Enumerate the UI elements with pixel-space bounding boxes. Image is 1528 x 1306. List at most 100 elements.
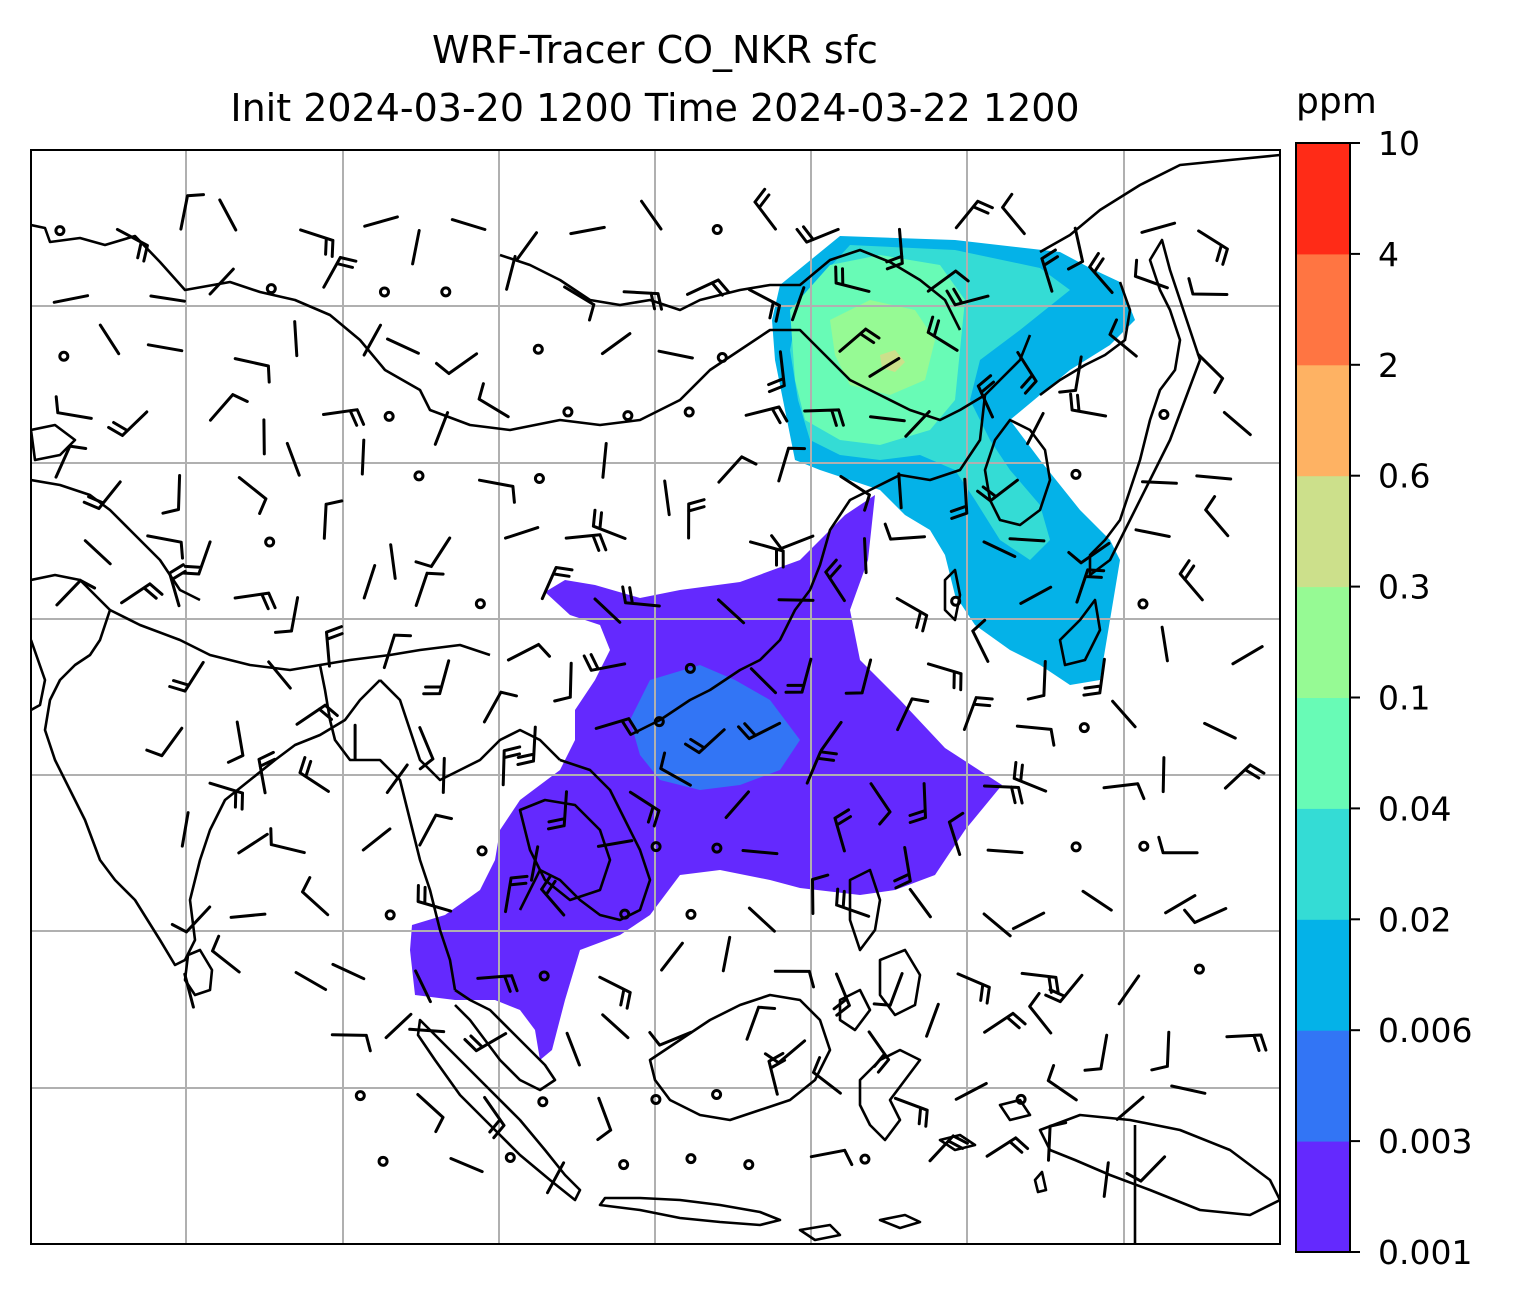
wind-barb: [795, 225, 840, 244]
wind-barb: [809, 1148, 854, 1167]
map-panel: [31, 150, 1280, 1244]
wind-barb: [546, 1161, 566, 1195]
wind-barb: [298, 756, 330, 793]
wind-barb: [1222, 411, 1252, 437]
wind-barb: [684, 728, 726, 755]
wind-barb: [928, 1134, 969, 1163]
wind-barb: [582, 653, 627, 672]
wind-barb: [433, 411, 450, 446]
wind-barb: [1125, 1155, 1167, 1183]
wind-barb: [867, 1030, 891, 1074]
wind-barb: [1016, 351, 1038, 395]
wind-barb: [812, 1056, 842, 1095]
wind-barb: [285, 441, 301, 477]
wind-barb: [361, 827, 392, 852]
colorbar-tick-label: 0.001: [1378, 1233, 1472, 1272]
calm-wind-circle: [1070, 841, 1082, 853]
colorbar-tick-label: 0.003: [1378, 1122, 1472, 1161]
wind-barb: [747, 906, 776, 933]
wind-barb: [1108, 318, 1138, 358]
calm-wind-circle: [58, 350, 70, 362]
wind-barb: [120, 582, 164, 605]
wind-barb: [504, 874, 529, 914]
wind-barb: [564, 533, 608, 552]
wind-barb: [749, 667, 777, 695]
wind-barb: [1150, 1030, 1171, 1072]
wind-barb: [237, 832, 269, 855]
wind-barb: [721, 935, 732, 973]
wind-barb: [971, 618, 990, 663]
wind-barb: [330, 1033, 372, 1053]
wind-barb: [844, 658, 873, 695]
wind-barb: [954, 1082, 988, 1101]
wind-barb: [925, 1002, 940, 1038]
wind-barb: [976, 374, 995, 419]
wind-barb: [408, 1027, 446, 1034]
wind-barb: [1081, 889, 1113, 912]
wind-barb: [767, 1051, 787, 1096]
wind-barb: [954, 199, 994, 230]
wind-barb: [753, 187, 777, 231]
wind-barb: [515, 231, 538, 262]
calm-wind-circle: [413, 470, 425, 482]
wind-barb: [267, 660, 292, 690]
wind-barb: [322, 499, 344, 540]
calm-wind-circle: [1078, 722, 1090, 734]
wind-barb: [1011, 911, 1046, 931]
wind-barb: [983, 1011, 1027, 1034]
wind-barbs: [52, 187, 1268, 1198]
calm-wind-circle: [264, 536, 276, 548]
wind-barb: [926, 269, 970, 293]
wind-barb: [1040, 248, 1059, 293]
colorbar-tick-label: 0.04: [1378, 789, 1451, 828]
wind-barb: [1067, 541, 1111, 565]
wind-barb: [1170, 1084, 1207, 1095]
wind-barb: [598, 975, 632, 1010]
wind-barb: [149, 294, 186, 303]
calm-wind-circle: [1138, 840, 1150, 852]
wind-barb: [833, 808, 852, 853]
calm-wind-circle: [532, 343, 544, 355]
wind-barb: [299, 228, 335, 258]
wind-barb: [441, 756, 446, 794]
colorbar-segment: [1296, 919, 1350, 1031]
colorbar-tick-label: 2: [1378, 346, 1399, 385]
wind-barb: [115, 227, 149, 263]
wind-barb: [1203, 721, 1237, 740]
wind-barb: [784, 657, 813, 694]
calm-wind-circle: [474, 598, 486, 610]
wind-barb: [170, 905, 212, 934]
colorbar-segment: [1296, 808, 1350, 920]
wind-barb: [601, 442, 608, 479]
wind-barb: [983, 784, 1024, 805]
wind-barb: [893, 1096, 929, 1128]
wind-barb: [274, 596, 300, 634]
wind-barb: [229, 912, 267, 919]
wind-barb: [687, 498, 706, 540]
wind-barb: [869, 415, 906, 423]
wind-barb: [1019, 585, 1053, 605]
wind-barb: [811, 873, 830, 915]
wind-barb: [482, 690, 518, 724]
plot-title-line1: WRF-Tracer CO_NKR sfc: [432, 28, 878, 72]
wind-barb: [218, 198, 238, 232]
wind-barb: [1111, 699, 1137, 729]
colorbar: 0.001 0.003 0.006 0.02 0.04 0.1 0.3 0.6 2 4 10: [1295, 124, 1472, 1272]
wind-barb: [257, 750, 277, 795]
wind-barb: [411, 229, 421, 266]
wind-barb: [982, 540, 1017, 558]
wind-barb: [1225, 1033, 1268, 1052]
wind-barb: [1069, 392, 1108, 418]
wind-barb: [1183, 907, 1228, 924]
wind-barb: [183, 972, 195, 1009]
wind-barb: [1046, 1064, 1078, 1102]
wind-barb: [834, 265, 871, 293]
calm-wind-circle: [377, 1155, 389, 1167]
wind-barb: [1140, 221, 1177, 234]
wind-barb: [530, 845, 540, 882]
colorbar-tick-label: 0.3: [1378, 568, 1430, 607]
wind-barb: [1117, 974, 1141, 1006]
wind-barb: [601, 1013, 630, 1040]
wind-barb: [1102, 782, 1146, 801]
wind-barb: [803, 408, 845, 427]
